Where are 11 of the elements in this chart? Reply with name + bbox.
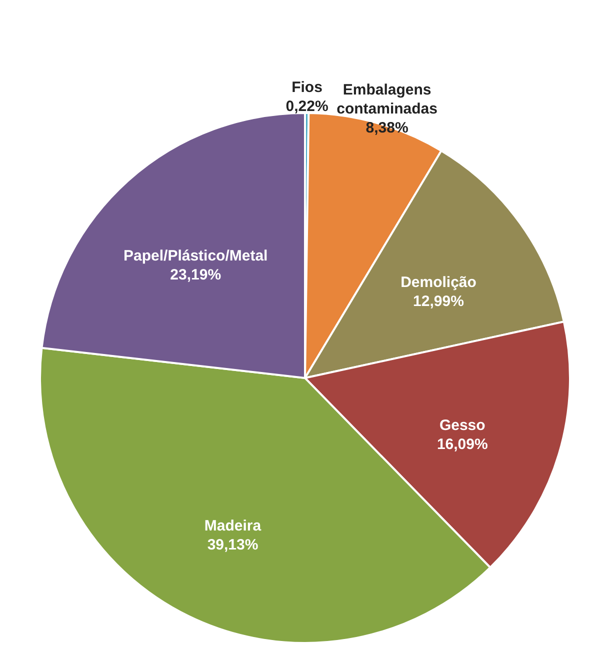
slice-label: Demolição — [400, 274, 476, 292]
slice-label: Madeira — [204, 518, 262, 535]
data-label: 12,99% — [413, 293, 464, 310]
data-label: 16,09% — [436, 436, 488, 454]
data-label: 39,13% — [207, 536, 258, 554]
slice-label: Papel/Plástico/Metal — [123, 247, 268, 264]
slice-label: Gesso — [439, 417, 486, 434]
slice-label: Fios — [292, 79, 322, 96]
slice-label: Embalagens contaminadas — [336, 81, 438, 118]
data-label: 0,22% — [286, 98, 328, 116]
data-label: 23,19% — [170, 266, 222, 284]
